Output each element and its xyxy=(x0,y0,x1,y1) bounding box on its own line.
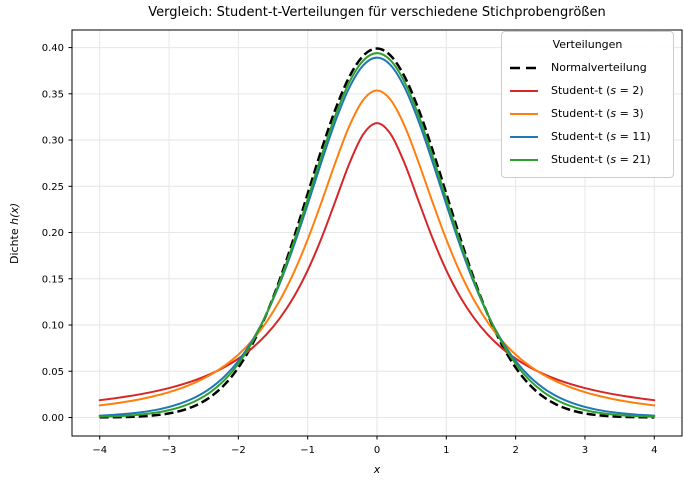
legend-entry: Student-t (s = 2) xyxy=(508,79,667,102)
y-axis-label-text: Dichte xyxy=(8,224,21,264)
legend-entries: Normalverteilung Student-t (s = 2) Student… xyxy=(508,56,667,171)
y-tick-label: 0.10 xyxy=(42,321,64,332)
legend-entry-label: Student-t (s = 2) xyxy=(551,84,644,97)
curves xyxy=(98,47,656,419)
series-line-student-t-s-21 xyxy=(98,52,656,418)
x-axis-label-math: x xyxy=(373,463,381,476)
y-tick-label: 0.15 xyxy=(42,274,64,285)
legend-entry: Student-t (s = 3) xyxy=(508,102,667,125)
y-tick-label: 0.20 xyxy=(42,228,64,239)
legend-line-sample xyxy=(510,66,538,69)
y-tick-label: 0.35 xyxy=(42,89,64,100)
x-tick-label: −2 xyxy=(231,445,246,456)
legend-title: Verteilungen xyxy=(552,38,623,51)
x-tick-label: 4 xyxy=(651,445,657,456)
legend-entry-label: Student-t (s = 11) xyxy=(551,130,651,143)
legend-entry: Student-t (s = 21) xyxy=(508,148,667,171)
x-tick-label: 2 xyxy=(512,445,518,456)
legend-line-sample xyxy=(510,112,538,115)
legend-entry-label: Student-t (s = 21) xyxy=(551,153,651,166)
y-tick-label: 0.00 xyxy=(42,413,64,424)
legend-line-sample xyxy=(510,158,538,161)
legend-line-sample xyxy=(510,135,538,138)
series-line-student-t-s-2 xyxy=(98,122,656,402)
x-tick-label: −3 xyxy=(162,445,177,456)
x-axis-label: x xyxy=(72,463,682,476)
y-tick-label: 0.30 xyxy=(42,136,64,147)
series-line-student-t-s-11 xyxy=(98,56,656,417)
series-line-normalverteilung xyxy=(99,47,655,419)
y-tick-label: 0.25 xyxy=(42,182,64,193)
legend-entry-label: Normalverteilung xyxy=(551,61,647,74)
x-axis-ticks: −4 −3 −2 −1 0 1 2 3 4 xyxy=(92,436,657,456)
x-tick-label: 3 xyxy=(582,445,588,456)
chart-title: Vergleich: Student-t-Verteilungen für ve… xyxy=(148,5,606,20)
x-tick-label: 1 xyxy=(443,445,449,456)
x-tick-label: −1 xyxy=(300,445,315,456)
legend-entry-label: Student-t (s = 3) xyxy=(551,107,644,120)
y-tick-label: 0.40 xyxy=(42,43,64,54)
legend-entry: Normalverteilung xyxy=(508,56,667,79)
x-tick-label: −4 xyxy=(92,445,107,456)
legend-line-sample xyxy=(510,89,538,92)
y-axis-label: Dichte h(x) xyxy=(7,30,23,436)
legend: Verteilungen Normalverteilung Student-t (… xyxy=(501,31,674,178)
series-line-student-t-s-3 xyxy=(98,89,656,407)
legend-entry: Student-t (s = 11) xyxy=(508,125,667,148)
y-tick-label: 0.05 xyxy=(42,367,64,378)
x-tick-label: 0 xyxy=(374,445,380,456)
y-axis-label-math: h(x) xyxy=(8,202,21,225)
y-axis-ticks: 0.00 0.05 0.10 0.15 0.20 0.25 0.30 0.35 0.40 xyxy=(42,43,72,424)
